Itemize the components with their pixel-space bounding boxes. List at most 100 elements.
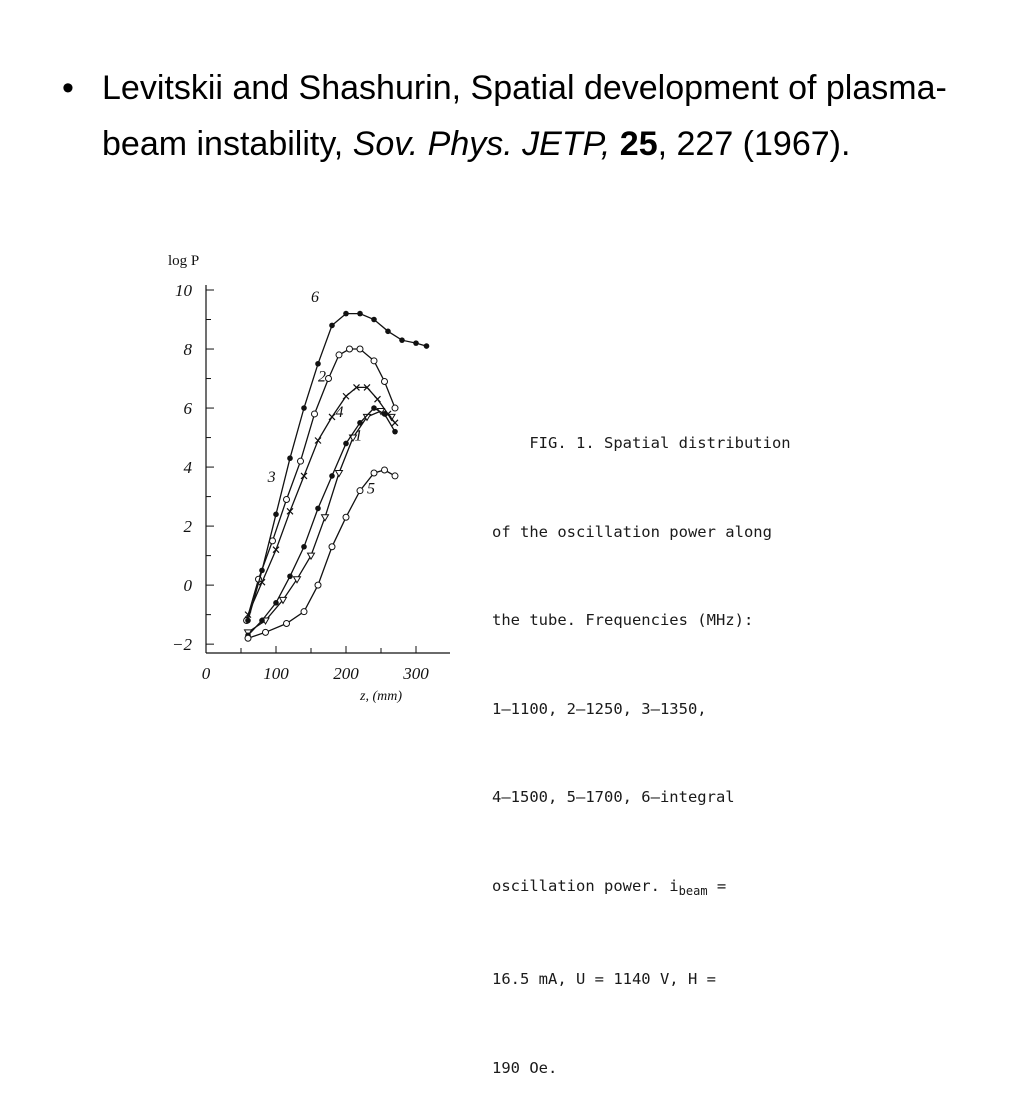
series-2-label: 2: [318, 368, 326, 385]
bullet-text: Levitskii and Shashurin, Spatial develop…: [102, 60, 962, 172]
series-5-point: [314, 581, 322, 589]
series-6-point: [329, 322, 335, 329]
caption-line: 190 Oe.: [492, 1058, 558, 1077]
series-1-point: [320, 514, 330, 522]
series-6-point: [399, 337, 405, 343]
series-5-point: [370, 469, 378, 477]
series-2-point: [353, 383, 360, 391]
series-2-point: [363, 383, 371, 391]
series-6-point: [259, 567, 265, 574]
series-3-point: [381, 377, 388, 385]
caption-line: FIG. 1. Spatial distribution: [492, 434, 791, 452]
caption-line: 1—1100, 2—1250, 3—1350,: [492, 699, 707, 718]
series-3-point: [283, 496, 290, 504]
figure: 10 8 6 4 2 0 −2 0 100 200 300 log P z, (mm) 1 2 3 4 5 6: [160, 245, 470, 715]
series-6-point: [245, 617, 251, 624]
series-4-point: [287, 573, 293, 580]
series-3-point: [370, 357, 378, 365]
x-axis-label: z, (mm): [359, 689, 402, 704]
series-2-point: [328, 413, 336, 421]
series-4-point: [343, 440, 349, 447]
series-5-point: [328, 543, 336, 551]
caption-line: of the oscillation power along: [492, 522, 772, 541]
series-4-point: [381, 411, 388, 417]
caption-line: the tube. Frequencies (MHz):: [492, 611, 754, 629]
reference-pages-year: , 227 (1967).: [657, 125, 851, 163]
series-3-point: [311, 410, 318, 418]
series-4-point: [392, 428, 398, 435]
series-2-point: [272, 546, 280, 554]
series-6-point: [273, 511, 279, 518]
series-3-label: 3: [267, 469, 276, 486]
series-5-point: [342, 513, 350, 521]
caption-line-text: oscillation power. i: [492, 876, 679, 895]
series-4-point: [315, 505, 321, 512]
caption-line: 4—1500, 5—1700, 6—integral: [492, 788, 735, 806]
series-1-point: [334, 469, 344, 478]
x-tick-label: 0: [202, 664, 211, 683]
series-6-point: [343, 310, 349, 317]
caption-subscript: beam: [678, 883, 708, 898]
y-tick-label: −2: [172, 635, 192, 654]
series-3-point: [346, 345, 353, 353]
power-vs-distance-chart: 10 8 6 4 2 0 −2 0 100 200 300 log P z, (mm) 1 2 3 4 5 6: [168, 253, 450, 704]
y-tick-label: 10: [175, 281, 193, 300]
series-6-point: [357, 310, 363, 317]
y-tick-label: 8: [184, 340, 193, 359]
series-4-point: [371, 405, 377, 411]
bullet-item: • Levitskii and Shashurin, Spatial devel…: [62, 60, 962, 172]
caption-line: oscillation power. ibeam =: [492, 872, 822, 907]
series-2-point: [342, 392, 350, 400]
series-5-label: 5: [367, 481, 375, 498]
series-1-point: [278, 596, 288, 605]
series-5-point: [283, 619, 290, 627]
series-1-line: [247, 410, 392, 633]
series-1-point: [292, 576, 302, 584]
series-3-point: [356, 345, 364, 353]
series-4-point: [301, 543, 307, 550]
series-5-point: [381, 466, 388, 474]
y-tick-label: 4: [184, 458, 193, 477]
series-5-point: [244, 634, 252, 642]
series-2-point: [286, 507, 294, 515]
reference-journal: Sov. Phys. JETP,: [352, 125, 611, 163]
y-tick-label: 0: [184, 576, 193, 595]
series-6-point: [315, 360, 321, 367]
series-2-point: [374, 395, 381, 403]
series-2-point: [314, 437, 322, 444]
series-3-point: [335, 351, 343, 359]
series-4-line: [247, 407, 396, 636]
series-4-point: [259, 617, 265, 624]
x-tick-label: 200: [333, 664, 359, 683]
bullet-symbol: •: [62, 69, 74, 107]
series-3-point: [297, 457, 304, 465]
series-4-point: [357, 420, 363, 426]
series-3-point: [325, 375, 332, 383]
reference-volume: 25: [619, 125, 658, 163]
series-6-point: [423, 343, 430, 349]
x-tick-label: 100: [263, 664, 289, 683]
series-5-point: [300, 608, 308, 616]
series-5-point: [391, 472, 399, 480]
series-4-point: [273, 600, 279, 606]
y-tick-label: 2: [184, 517, 193, 536]
caption-line-tail: =: [707, 876, 727, 895]
series-6-point: [287, 455, 293, 462]
series-3-point: [391, 404, 399, 412]
series-6-point: [371, 316, 377, 323]
series-1-label: 1: [354, 428, 362, 445]
figure-caption: FIG. 1. Spatial distribution of the osci…: [492, 370, 822, 1113]
caption-line: 16.5 mA, U = 1140 V, H =: [492, 970, 716, 989]
series-5-point: [262, 628, 269, 636]
y-axis-label: log P: [168, 253, 199, 269]
x-tick-label: 300: [402, 664, 429, 683]
series-6-label: 6: [311, 289, 319, 306]
series-5-point: [356, 487, 364, 495]
series-4-label: 4: [336, 404, 344, 421]
y-tick-label: 6: [184, 399, 193, 418]
series-2-point: [300, 472, 308, 480]
series-1-point: [306, 552, 316, 561]
series-6-point: [413, 340, 419, 346]
series-4-point: [329, 473, 335, 479]
series-6-point: [301, 405, 307, 411]
